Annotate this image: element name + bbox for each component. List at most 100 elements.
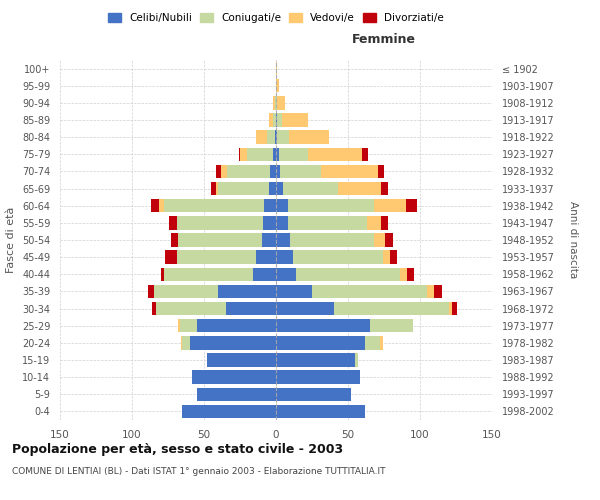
Bar <box>276 199 287 212</box>
Legend: Celibi/Nubili, Coniugati/e, Vedovi/e, Divorziati/e: Celibi/Nubili, Coniugati/e, Vedovi/e, Di… <box>105 10 447 26</box>
Bar <box>211 182 215 196</box>
Bar <box>374 199 406 212</box>
Bar <box>276 404 365 418</box>
Bar <box>293 250 383 264</box>
Bar <box>277 114 282 126</box>
Bar <box>276 130 277 144</box>
Bar <box>380 336 383 349</box>
Bar <box>434 284 442 298</box>
Bar <box>197 388 276 401</box>
Bar <box>160 199 164 212</box>
Bar <box>275 96 276 110</box>
Bar <box>276 284 312 298</box>
Bar <box>218 284 276 298</box>
Bar <box>215 182 218 196</box>
Text: COMUNE DI LENTIAI (BL) - Dati ISTAT 1° gennaio 2003 - Elaborazione TUTTITALIA.IT: COMUNE DI LENTIAI (BL) - Dati ISTAT 1° g… <box>12 468 386 476</box>
Bar <box>276 336 365 349</box>
Bar <box>275 130 276 144</box>
Bar <box>381 182 388 196</box>
Bar <box>240 148 247 161</box>
Bar <box>312 284 427 298</box>
Bar <box>276 96 277 110</box>
Y-axis label: Anni di nascita: Anni di nascita <box>568 202 578 278</box>
Bar <box>276 302 334 316</box>
Bar <box>276 182 283 196</box>
Bar <box>178 234 262 246</box>
Bar <box>276 216 287 230</box>
Bar <box>277 96 284 110</box>
Bar <box>152 302 157 316</box>
Text: Femmine: Femmine <box>352 32 416 46</box>
Bar <box>148 284 154 298</box>
Bar <box>215 164 221 178</box>
Bar <box>320 164 378 178</box>
Bar <box>276 268 296 281</box>
Bar <box>164 268 253 281</box>
Bar <box>276 114 277 126</box>
Bar <box>182 336 190 349</box>
Bar <box>178 319 179 332</box>
Bar <box>287 216 367 230</box>
Bar <box>355 354 358 366</box>
Bar <box>270 164 276 178</box>
Bar <box>176 250 256 264</box>
Bar <box>269 114 273 126</box>
Bar <box>256 130 268 144</box>
Bar <box>406 199 417 212</box>
Bar <box>190 336 276 349</box>
Bar <box>400 268 407 281</box>
Bar <box>276 354 355 366</box>
Bar <box>282 114 308 126</box>
Bar <box>383 250 390 264</box>
Bar <box>176 216 263 230</box>
Bar <box>276 234 290 246</box>
Bar <box>289 130 329 144</box>
Bar <box>381 216 388 230</box>
Bar <box>227 164 270 178</box>
Bar <box>193 370 276 384</box>
Bar <box>367 216 381 230</box>
Bar <box>276 62 277 76</box>
Bar <box>378 164 384 178</box>
Bar <box>182 404 276 418</box>
Bar <box>165 250 176 264</box>
Bar <box>269 182 276 196</box>
Bar <box>273 114 276 126</box>
Bar <box>179 319 197 332</box>
Bar <box>197 319 276 332</box>
Bar <box>338 182 381 196</box>
Bar <box>390 250 397 264</box>
Bar <box>151 199 160 212</box>
Bar <box>273 148 276 161</box>
Bar <box>308 148 362 161</box>
Bar <box>334 302 449 316</box>
Bar <box>276 319 370 332</box>
Bar <box>276 370 359 384</box>
Bar <box>247 148 273 161</box>
Bar <box>157 302 226 316</box>
Bar <box>239 148 240 161</box>
Bar <box>276 164 280 178</box>
Bar <box>265 199 276 212</box>
Bar <box>276 79 279 92</box>
Bar <box>365 336 380 349</box>
Bar <box>268 130 275 144</box>
Bar <box>280 164 320 178</box>
Y-axis label: Fasce di età: Fasce di età <box>7 207 16 273</box>
Bar <box>273 96 275 110</box>
Bar <box>262 234 276 246</box>
Bar <box>370 319 413 332</box>
Bar <box>385 234 392 246</box>
Bar <box>276 250 293 264</box>
Bar <box>362 148 368 161</box>
Bar <box>218 182 269 196</box>
Bar <box>279 148 308 161</box>
Bar <box>171 234 178 246</box>
Bar <box>181 336 182 349</box>
Bar <box>283 182 338 196</box>
Bar <box>290 234 374 246</box>
Bar <box>164 199 265 212</box>
Bar <box>287 199 374 212</box>
Bar <box>296 268 400 281</box>
Bar <box>449 302 452 316</box>
